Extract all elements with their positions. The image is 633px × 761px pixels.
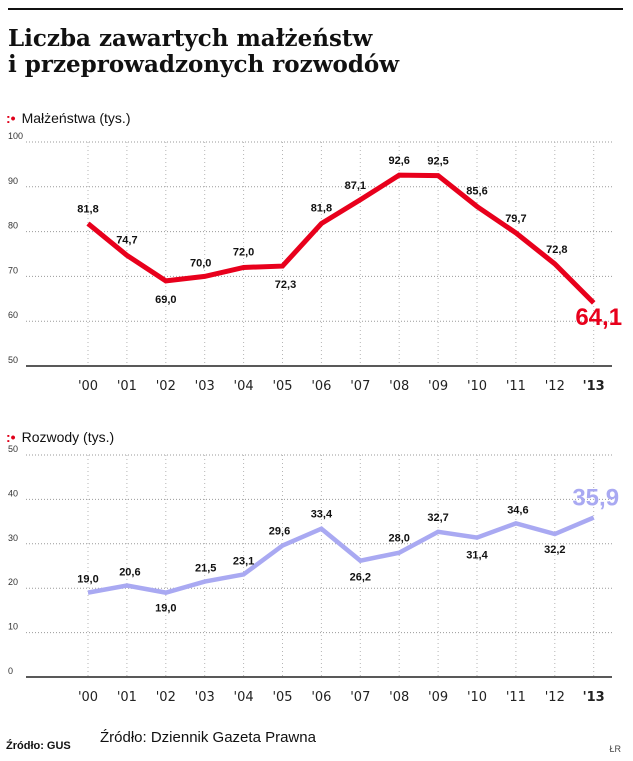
data-label: 72,8 [546, 244, 567, 256]
data-label: 35,9 [572, 485, 619, 512]
x-tick-label: '07 [350, 379, 370, 394]
red-marker-icon: :• [6, 429, 16, 445]
marriages-title-text: Małżeństwa (tys.) [21, 110, 131, 126]
data-label: 31,4 [466, 550, 488, 562]
x-tick-label: '02 [156, 379, 176, 394]
x-tick-label: '05 [272, 379, 292, 394]
data-label: 34,6 [507, 504, 528, 516]
x-tick-label: '03 [195, 690, 215, 705]
divorces-chart-title: :• Rozwody (tys.) [6, 429, 114, 445]
red-marker-icon: :• [6, 110, 16, 126]
x-tick-label: '05 [272, 690, 292, 705]
data-label: 69,0 [155, 294, 176, 306]
data-label: 81,8 [311, 203, 332, 215]
data-label: 29,6 [269, 526, 290, 538]
source-dgp: Źródło: Dziennik Gazeta Prawna [100, 729, 316, 746]
data-label: 23,1 [233, 555, 254, 567]
data-label: 74,7 [116, 234, 137, 246]
author-credit: ŁR [609, 744, 621, 754]
x-tick-label: '01 [117, 379, 137, 394]
data-label: 32,7 [427, 512, 448, 524]
data-label: 70,0 [190, 257, 211, 269]
data-label: 64,1 [575, 304, 622, 331]
data-label: 19,0 [155, 603, 176, 615]
divorces-chart: 0 10 20 30 40 50 '00 '01 '02 '03 '04 '05 '06 '07 '08 '0… [8, 444, 619, 705]
x-tick-label: '09 [428, 379, 448, 394]
data-label: 20,6 [119, 567, 140, 579]
y-tick-label: 50 [8, 444, 18, 454]
data-label: 33,4 [311, 509, 333, 521]
data-label: 92,5 [427, 156, 448, 168]
x-tick-label: '01 [117, 690, 137, 705]
data-label: 92,6 [388, 155, 409, 167]
x-tick-label: '07 [350, 690, 370, 705]
x-tick-label: '08 [389, 690, 409, 705]
y-tick-label: 40 [8, 488, 18, 498]
x-tick-label: '00 [78, 379, 98, 394]
x-tick-label: '09 [428, 690, 448, 705]
x-tick-label: '04 [234, 379, 254, 394]
data-label: 81,8 [77, 204, 98, 216]
page-title: Liczba zawartych małżeństw i przeprowadz… [8, 26, 608, 78]
y-tick-label: 70 [8, 265, 18, 275]
data-label: 19,0 [77, 574, 98, 586]
y-tick-label: 50 [8, 355, 18, 365]
x-tick-label: '02 [156, 690, 176, 705]
x-tick-label: '10 [467, 690, 487, 705]
marriages-chart-title: :• Małżeństwa (tys.) [6, 110, 131, 126]
data-label: 85,6 [466, 186, 487, 198]
x-tick-label: '10 [467, 379, 487, 394]
x-tick-label: '00 [78, 690, 98, 705]
x-tick-label: '06 [311, 690, 331, 705]
data-label: 72,0 [233, 246, 254, 258]
data-label: 21,5 [195, 563, 216, 575]
x-tick-label: '06 [311, 379, 331, 394]
y-tick-label: 10 [8, 622, 18, 632]
data-label: 87,1 [345, 180, 366, 192]
series-line [87, 515, 595, 595]
y-tick-label: 60 [8, 310, 18, 320]
series-line [86, 172, 596, 305]
marriages-chart: 50 60 70 80 90 100 '00 '01 '02 '03 '04 '05 '06 '07 '08… [8, 131, 622, 394]
x-tick-label: '12 [545, 379, 565, 394]
y-tick-label: 0 [8, 666, 13, 676]
y-tick-label: 80 [8, 221, 18, 231]
y-tick-label: 30 [8, 533, 18, 543]
x-tick-label: '08 [389, 379, 409, 394]
data-label: 72,3 [275, 279, 296, 291]
divorces-title-text: Rozwody (tys.) [21, 429, 115, 445]
x-tick-label: '13 [583, 379, 605, 394]
data-label: 32,2 [544, 544, 565, 556]
y-tick-label: 20 [8, 577, 18, 587]
data-label: 79,7 [505, 213, 526, 225]
y-tick-label: 100 [8, 131, 23, 141]
source-gus: Źródło: GUS [6, 740, 71, 752]
x-tick-label: '11 [506, 379, 526, 394]
x-tick-label: '04 [234, 690, 254, 705]
x-tick-label: '11 [506, 690, 526, 705]
top-rule [8, 8, 623, 10]
title-line-2: i przeprowadzonych rozwodów [8, 51, 400, 78]
x-tick-label: '03 [195, 379, 215, 394]
x-tick-label: '13 [583, 690, 605, 705]
title-line-1: Liczba zawartych małżeństw [8, 25, 373, 52]
x-tick-label: '12 [545, 690, 565, 705]
data-label: 28,0 [388, 533, 409, 545]
y-tick-label: 90 [8, 176, 18, 186]
data-label: 26,2 [350, 572, 371, 584]
